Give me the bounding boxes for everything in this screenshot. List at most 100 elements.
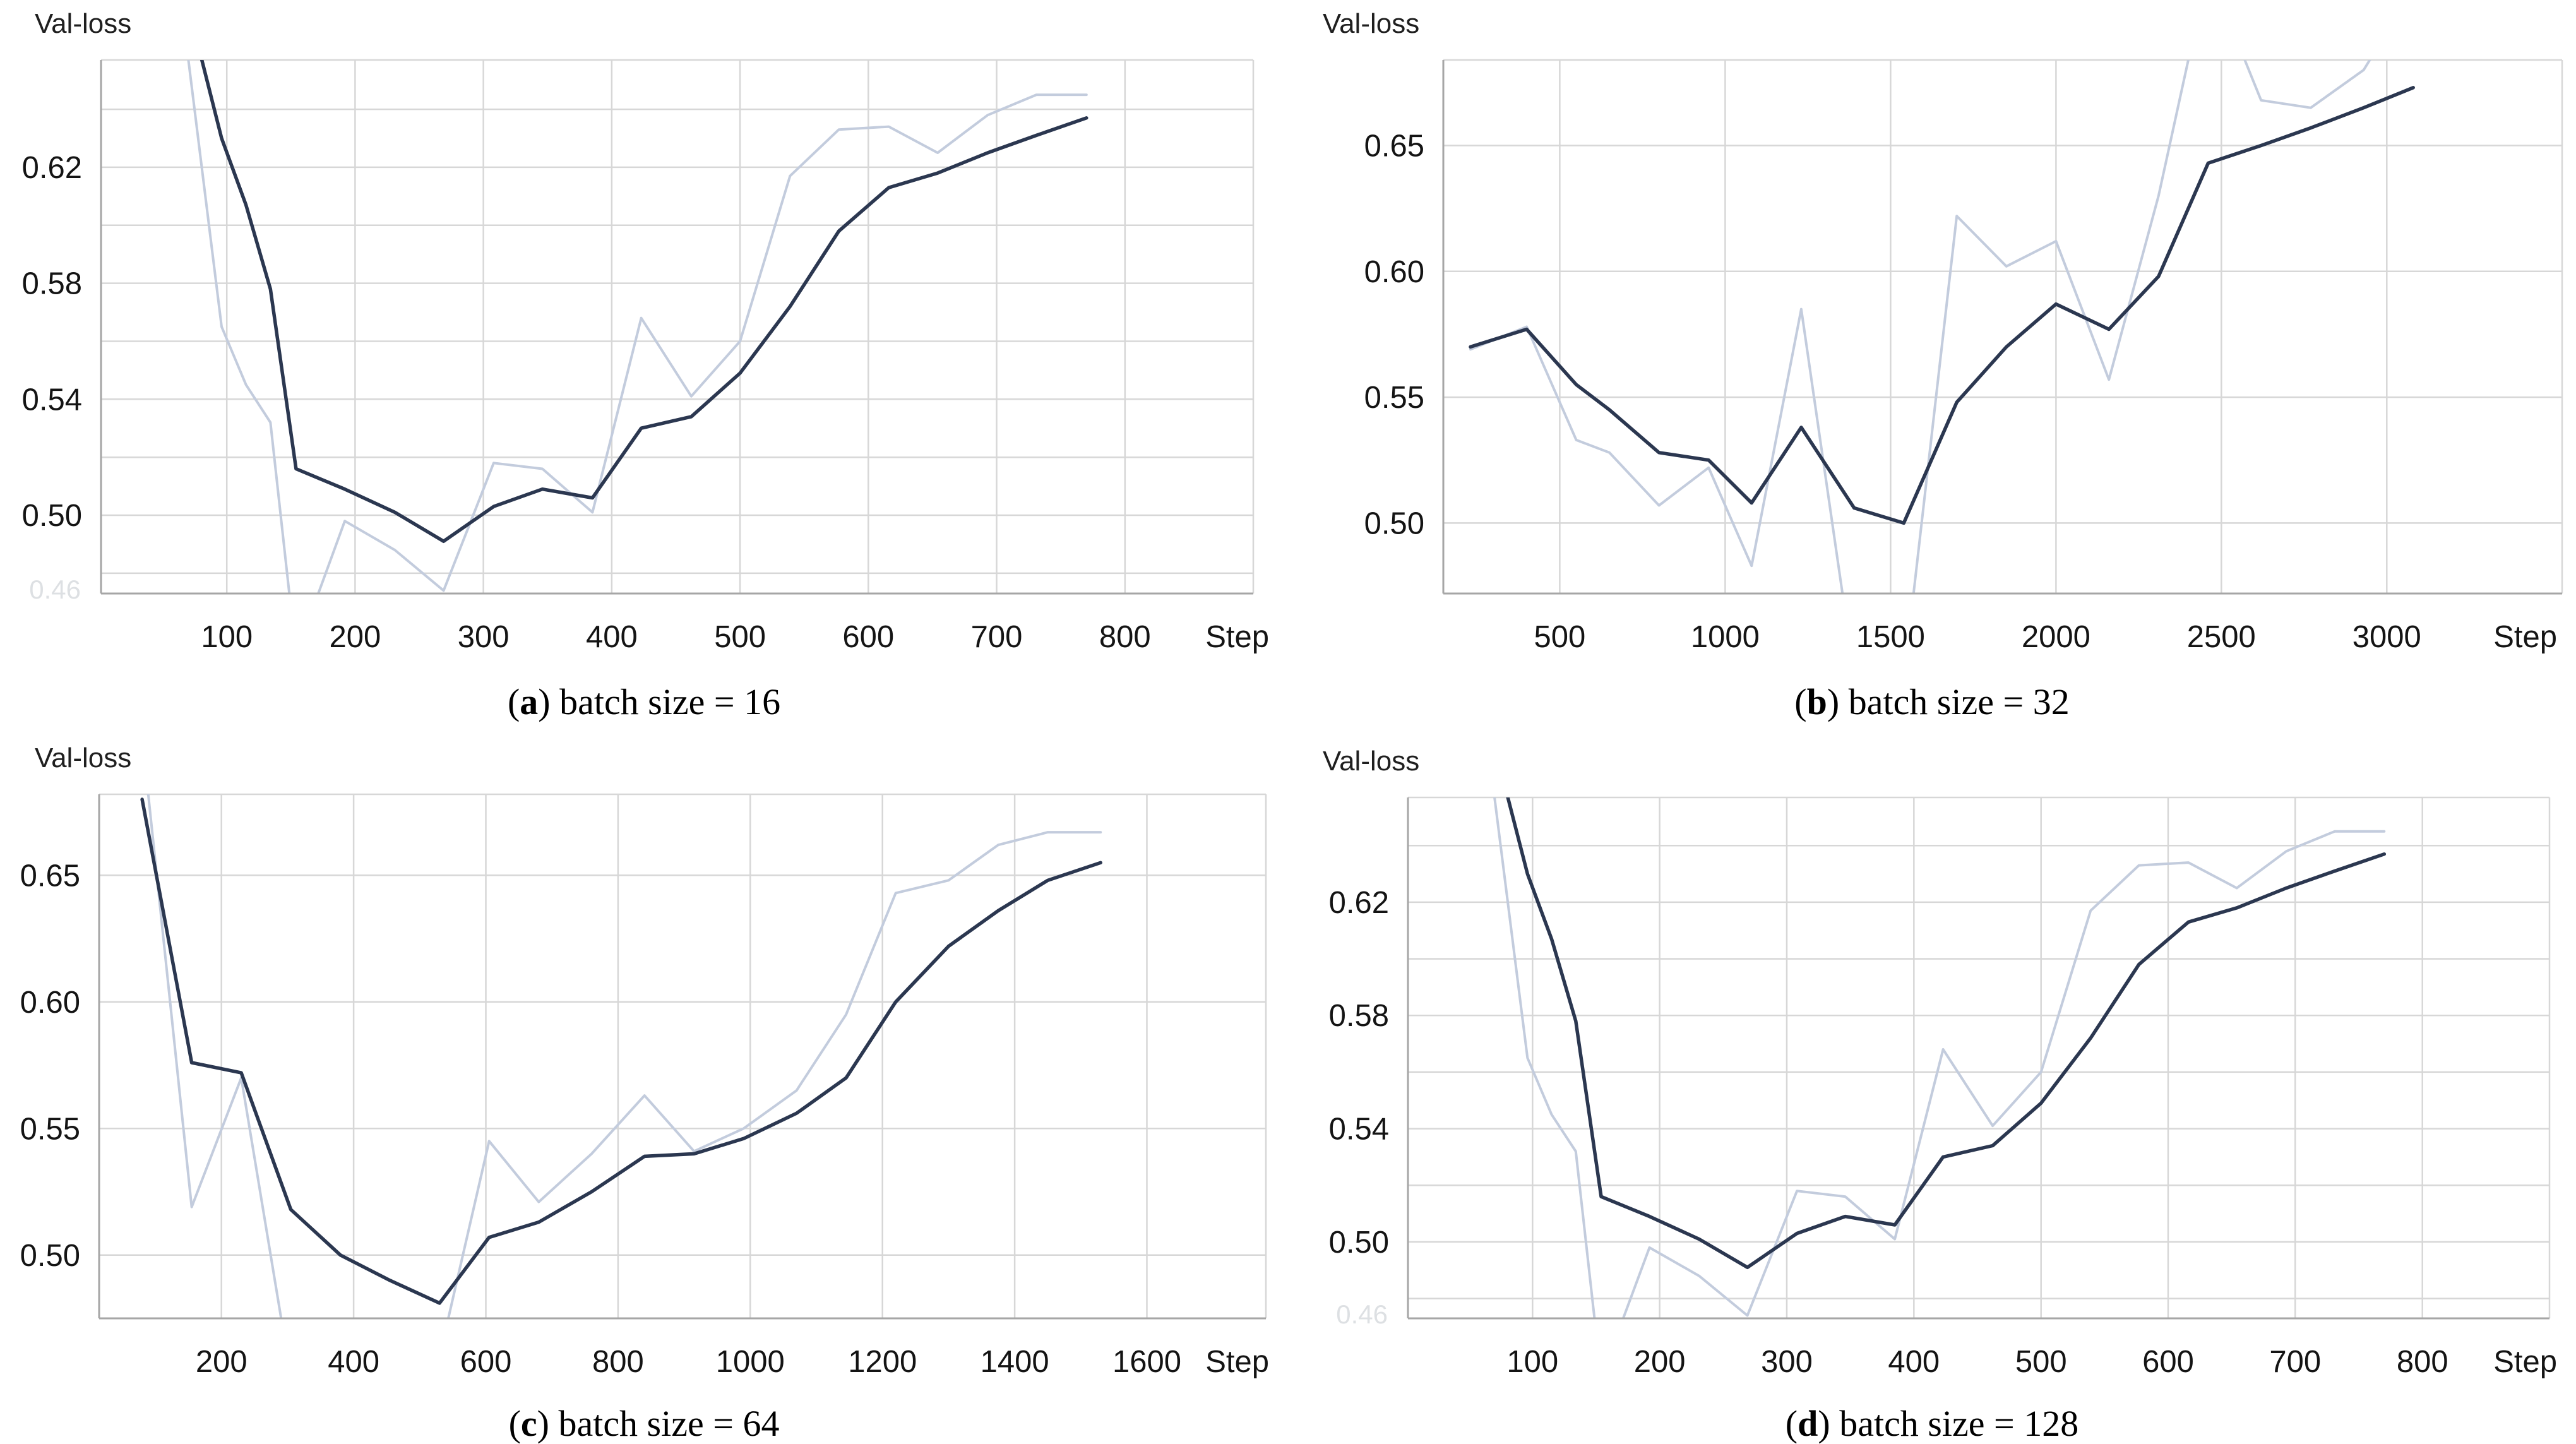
y-tick-label: 0.55 (1364, 381, 1424, 415)
y-tick-label: 0.60 (20, 986, 80, 1020)
caption-c: (c) batch size = 64 (0, 1397, 1288, 1444)
x-tick-label: 600 (842, 620, 894, 654)
x-tick-label: 1200 (848, 1345, 917, 1379)
x-tick-label: 1000 (1691, 620, 1760, 654)
x-tick-label: 700 (971, 620, 1023, 654)
axis-lines (98, 794, 1266, 1320)
x-tick-label: 1500 (1856, 620, 1925, 654)
x-axis-label: Step (2493, 620, 2557, 654)
caption-text: ) batch size = 16 (538, 681, 781, 722)
x-tick-label: 400 (328, 1345, 379, 1379)
x-tick-label: 400 (1888, 1345, 1940, 1379)
chart-batch-32: Val-loss 0.50 0.55 0.60 0.65 500 1000 1500 2000 2… (1288, 0, 2576, 676)
dark-smoothed-series (200, 60, 1088, 544)
y-tick-label: 0.50 (22, 499, 82, 533)
x-tick-label: 500 (1534, 620, 1586, 654)
x-tick-label: 600 (460, 1345, 512, 1379)
chart-batch-128: Val-loss 0.50 0.54 0.58 0.62 100 200 300 400 500 6… (1288, 722, 2576, 1397)
y-tick-label: 0.55 (20, 1112, 80, 1146)
x-tick-label: 1600 (1112, 1345, 1181, 1379)
gridlines (101, 59, 1255, 594)
panel-c: Val-loss 0.50 0.55 0.60 0.65 200 400 600 800 1000… (0, 722, 1288, 1444)
axis-lines (1407, 797, 2549, 1320)
x-tick-label: 800 (592, 1345, 644, 1379)
light-raw-series (1493, 797, 2386, 1318)
val-loss-chart-b: Val-loss 0.50 0.55 0.60 0.65 500 1000 1500 2000 2… (1323, 8, 2563, 654)
caption-letter: b (1806, 681, 1827, 722)
x-axis-label: Step (1205, 620, 1269, 654)
caption-paren-open: ( (508, 1403, 521, 1444)
x-tick-label: 100 (1506, 1345, 1558, 1379)
caption-text: ) batch size = 128 (1818, 1403, 2079, 1444)
x-axis-label: Step (1205, 1345, 1269, 1379)
x-tick-label: 400 (586, 620, 638, 654)
y-axis-title: Val-loss (1323, 746, 1419, 777)
y-tick-label: 0.54 (1329, 1113, 1389, 1147)
y-tick-label: 0.60 (1364, 255, 1424, 289)
x-tick-label: 500 (714, 620, 766, 654)
x-axis-label: Step (2493, 1345, 2557, 1379)
y-tick-label: 0.58 (22, 267, 82, 301)
x-tick-label: 700 (2269, 1345, 2321, 1379)
caption-b: (b) batch size = 32 (1288, 676, 2576, 722)
val-loss-chart-d: Val-loss 0.50 0.54 0.58 0.62 100 200 300 400 500 6… (1323, 746, 2557, 1379)
light-raw-series (1469, 60, 2371, 594)
x-tick-label: 3000 (2352, 620, 2421, 654)
y-tick-label: 0.58 (1329, 999, 1389, 1033)
faded-y-tick-label: 0.46 (1336, 1299, 1388, 1329)
x-tick-label: 200 (330, 620, 381, 654)
y-tick-label: 0.62 (22, 151, 82, 185)
dark-smoothed-series (1469, 86, 2415, 525)
dark-smoothed-series (140, 797, 1102, 1305)
caption-a: (a) batch size = 16 (0, 676, 1288, 722)
chart-batch-16: Val-loss 0.50 0.54 0.58 0.62 100 200 300 400 500 6… (0, 0, 1288, 676)
caption-text: ) batch size = 64 (537, 1403, 780, 1444)
light-raw-series (146, 794, 1102, 1318)
x-tick-label: 300 (458, 620, 510, 654)
gridlines (1443, 59, 2563, 594)
x-tick-label: 1000 (716, 1345, 785, 1379)
panel-a: Val-loss 0.50 0.54 0.58 0.62 100 200 300 400 500 6… (0, 0, 1288, 722)
y-axis-title: Val-loss (35, 743, 131, 773)
y-tick-label: 0.65 (1364, 129, 1424, 164)
y-tick-label: 0.50 (20, 1239, 80, 1273)
gridlines (1408, 796, 2551, 1318)
y-tick-label: 0.54 (22, 383, 82, 417)
dark-smoothed-series (1506, 797, 2387, 1270)
x-tick-label: 300 (1761, 1345, 1813, 1379)
gridlines (99, 793, 1267, 1318)
y-tick-label: 0.50 (1329, 1226, 1389, 1260)
caption-letter: a (520, 681, 539, 722)
x-tick-label: 800 (2397, 1345, 2448, 1379)
x-tick-label: 600 (2142, 1345, 2194, 1379)
axis-lines (100, 60, 1253, 595)
val-loss-chart-c: Val-loss 0.50 0.55 0.60 0.65 200 400 600 800 1000… (20, 743, 1269, 1379)
x-tick-label: 2000 (2022, 620, 2090, 654)
x-tick-label: 800 (1099, 620, 1151, 654)
y-axis-title: Val-loss (1323, 8, 1419, 39)
faded-y-tick-label: 0.46 (29, 575, 81, 604)
axis-lines (1442, 60, 2562, 595)
caption-d: (d) batch size = 128 (1288, 1397, 2576, 1444)
panel-d: Val-loss 0.50 0.54 0.58 0.62 100 200 300 400 500 6… (1288, 722, 2576, 1444)
panel-b: Val-loss 0.50 0.55 0.60 0.65 500 1000 1500 2000 2… (1288, 0, 2576, 722)
x-tick-label: 1400 (981, 1345, 1049, 1379)
caption-text: ) batch size = 32 (1827, 681, 2070, 722)
caption-paren-open: ( (507, 681, 520, 722)
caption-paren-open: ( (1794, 681, 1807, 722)
val-loss-chart-a: Val-loss 0.50 0.54 0.58 0.62 100 200 300 400 500 6… (22, 8, 1269, 654)
x-tick-label: 200 (196, 1345, 247, 1379)
y-tick-label: 0.65 (20, 859, 80, 893)
y-tick-label: 0.62 (1329, 886, 1389, 920)
light-raw-series (187, 60, 1088, 594)
chart-batch-64: Val-loss 0.50 0.55 0.60 0.65 200 400 600 800 1000… (0, 722, 1288, 1397)
x-tick-label: 2500 (2187, 620, 2256, 654)
caption-letter: c (520, 1403, 537, 1444)
x-tick-label: 500 (2015, 1345, 2067, 1379)
caption-paren-open: ( (1785, 1403, 1798, 1444)
caption-letter: d (1798, 1403, 1818, 1444)
x-tick-label: 100 (201, 620, 253, 654)
x-tick-label: 200 (1634, 1345, 1686, 1379)
y-tick-label: 0.50 (1364, 506, 1424, 540)
